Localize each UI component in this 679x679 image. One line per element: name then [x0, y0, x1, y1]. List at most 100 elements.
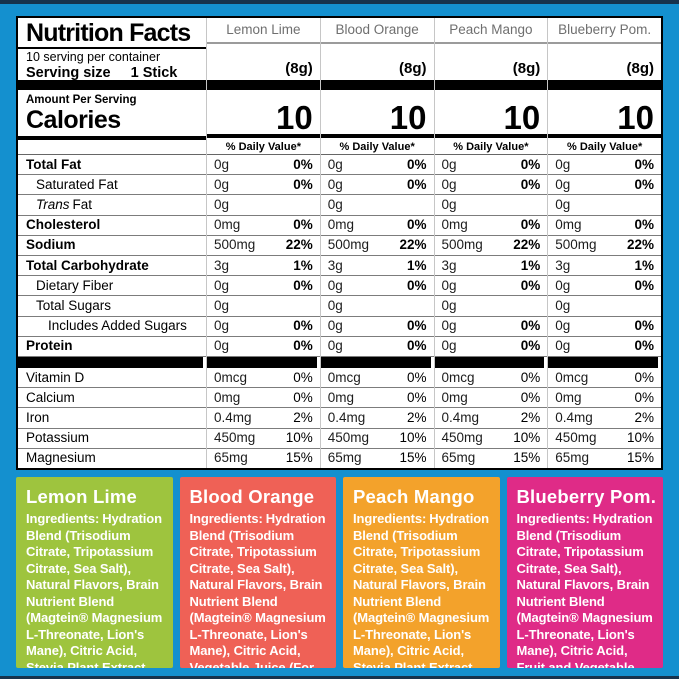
nutrient-amount: 500mg — [327, 237, 370, 253]
section-separator-bar — [434, 357, 545, 369]
nutrient-value-row: 0mcg 0% — [548, 368, 661, 389]
top-edge-stripe — [0, 0, 679, 4]
nutrient-amount: 0g — [327, 197, 343, 212]
flavor-column: Blueberry Pom. (8g) 10 % Daily Value* 0g… — [547, 18, 661, 468]
daily-value-header: % Daily Value* — [339, 141, 415, 153]
nutrient-name-text: Sodium — [26, 237, 76, 253]
ingredients-text: Hydration Blend (Trisodium Citrate, Trip… — [516, 511, 653, 668]
nutrient-row: Includes Added Sugars — [18, 317, 206, 337]
nutrient-row: Saturated Fat — [18, 175, 206, 196]
nutrient-value-row: 0g 0% — [548, 317, 661, 337]
amount-per-serving-label: Amount Per Serving — [26, 94, 137, 106]
nutrient-amount: 65mg — [327, 450, 362, 466]
calories-label: Calories — [26, 106, 121, 134]
nutrient-value-row: 0g 0% — [434, 337, 548, 358]
nutrient-name: Potassium — [18, 431, 89, 445]
nutrient-daily-value: 0% — [520, 338, 541, 354]
nutrient-value-row: 450mg 10% — [548, 429, 661, 449]
nutrient-value-row: 0g 0% — [320, 317, 434, 337]
nutrient-amount: 0.4mg — [214, 410, 252, 426]
nutrient-amount: 0g — [441, 318, 457, 334]
daily-value-header: % Daily Value* — [225, 141, 301, 153]
nutrient-value-row: 0g 0% — [207, 276, 320, 297]
nutrient-daily-value: 22% — [626, 237, 654, 253]
nutrient-daily-value: 0% — [293, 318, 313, 334]
serving-weight: (8g) — [285, 60, 313, 77]
ingredient-box: Peach Mango Ingredients: Hydration Blend … — [343, 477, 500, 668]
nutrient-name: Calcium — [18, 390, 75, 405]
nutrient-daily-value: 10% — [285, 430, 313, 446]
nutrient-amount: 0mcg — [327, 369, 361, 385]
nutrient-amount: 0g — [441, 298, 457, 314]
nutrient-name-text: Iron — [26, 410, 50, 426]
nutrient-amount: 0g — [555, 156, 571, 172]
thick-divider-bar — [18, 80, 206, 90]
nutrient-amount: 0g — [214, 156, 230, 172]
serving-size-label: Serving size — [26, 65, 111, 81]
nutrient-row: Total Sugars — [18, 296, 206, 317]
nutrient-amount: 0mg — [214, 217, 241, 233]
nutrient-name-italic: Trans — [36, 197, 70, 212]
flavor-column-header: Blueberry Pom. (8g) 10 % Daily Value* — [548, 18, 661, 154]
nutrient-label-rows: Total Fat Saturated Fat Trans Fat Cholest… — [18, 154, 206, 468]
nutrient-daily-value: 0% — [520, 369, 541, 385]
nutrient-daily-value: 0% — [634, 338, 654, 354]
nutrient-row: Total Carbohydrate — [18, 256, 206, 277]
ingredient-list: Ingredients: Hydration Blend (Trisodium C… — [190, 511, 328, 668]
nutrient-value-row: 0g — [320, 195, 434, 216]
ingredients-prefix: Ingredients: — [189, 511, 263, 526]
nutrient-daily-value: 15% — [285, 450, 313, 466]
nutrient-amount: 0g — [555, 197, 571, 212]
calories-value: 10 — [389, 99, 427, 136]
nutrient-value-row: 0.4mg 2% — [548, 408, 661, 429]
nutrient-amount: 0g — [214, 277, 230, 293]
nutrient-amount: 0g — [441, 176, 457, 192]
flavor-column: Blood Orange (8g) 10 % Daily Value* 0g 0… — [319, 18, 434, 468]
nutrient-value-row: 0g — [434, 195, 548, 216]
nutrient-daily-value: 22% — [513, 237, 541, 253]
nutrient-name-text: Saturated Fat — [36, 176, 118, 192]
nutrient-amount: 450mg — [441, 430, 483, 446]
nutrient-value-row: 3g 1% — [320, 256, 434, 277]
nutrient-name: Cholesterol — [18, 218, 100, 232]
nutrient-amount: 65mg — [555, 450, 590, 466]
ingredient-list: Ingredients: Hydration Blend (Trisodium C… — [26, 511, 164, 668]
nutrient-name: Total Sugars — [18, 299, 111, 313]
ingredient-flavor-title: Blood Orange — [189, 486, 315, 507]
ingredients-prefix: Ingredients: — [26, 511, 100, 526]
nutrient-row: Potassium — [18, 429, 206, 449]
flavor-column-header: Lemon Lime (8g) 10 % Daily Value* — [207, 18, 320, 154]
nutrient-row: Iron — [18, 408, 206, 429]
nutrient-daily-value: 0% — [406, 369, 427, 385]
flavor-name: Lemon Lime — [207, 18, 320, 44]
nutrient-daily-value: 0% — [293, 277, 313, 293]
nutrient-daily-value: 0% — [520, 156, 541, 172]
nutrient-daily-value: 0% — [406, 156, 427, 172]
nutrient-name-text: Total Carbohydrate — [26, 257, 149, 273]
nutrient-value-row: 0g 0% — [434, 276, 548, 297]
ingredient-box: Blood Orange Ingredients: Hydration Blend… — [179, 477, 336, 668]
nutrient-value-row: 0.4mg 2% — [207, 408, 320, 429]
nutrient-daily-value: 0% — [520, 176, 541, 192]
nutrient-amount: 0g — [441, 277, 457, 293]
ingredients-strip: Lemon Lime Ingredients: Hydration Blend (… — [16, 477, 663, 668]
nutrient-daily-value: 15% — [513, 450, 541, 466]
nutrient-amount: 450mg — [214, 430, 256, 446]
nutrient-amount: 450mg — [555, 430, 597, 446]
nutrient-row: Magnesium — [18, 449, 206, 468]
nutrient-amount: 3g — [327, 257, 343, 273]
calories-rule — [434, 134, 548, 138]
nutrient-amount: 0g — [214, 197, 230, 212]
ingredient-box: Blueberry Pom. Ingredients: Hydration Ble… — [506, 477, 663, 668]
nutrient-amount: 450mg — [327, 430, 370, 446]
nutrient-value-row: 0mg 0% — [548, 388, 661, 409]
nutrient-value-row: 65mg 15% — [207, 449, 320, 468]
calories-rule — [18, 136, 206, 140]
nutrient-name-text: Protein — [26, 338, 73, 354]
nutrient-amount: 0g — [214, 318, 230, 334]
nutrient-value-rows: 0g 0% 0g 0% 0g 0mg 0% 500mg 22% 3g 1% 0g… — [548, 154, 661, 468]
flavor-name: Peach Mango — [434, 18, 548, 44]
nutrient-value-row: 0g 0% — [207, 175, 320, 196]
nutrient-value-row: 0g 0% — [434, 155, 548, 176]
nutrient-name: Magnesium — [18, 451, 96, 465]
